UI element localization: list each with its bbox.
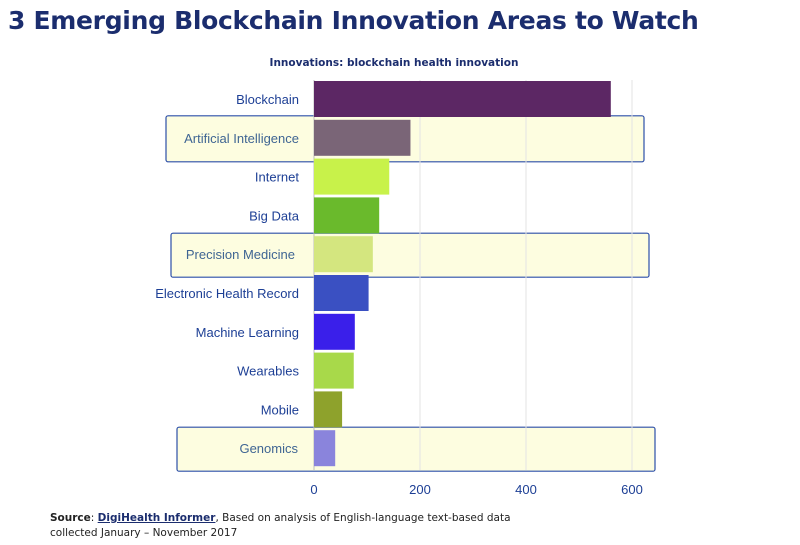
source-link[interactable]: DigiHealth Informer: [97, 512, 216, 524]
x-tick-label: 400: [515, 482, 537, 497]
source-line-1: Source: DigiHealth Informer, Based on an…: [50, 511, 511, 526]
highlight-box-precision-medicine: [170, 232, 650, 278]
category-label: Artificial Intelligence: [184, 131, 299, 146]
highlight-box-genomics: [176, 426, 656, 472]
source-note: Source: DigiHealth Informer, Based on an…: [50, 511, 511, 541]
category-label: Machine Learning: [196, 325, 299, 340]
category-label: Electronic Health Record: [155, 286, 299, 301]
x-axis-ticks: 0 200 400 600: [310, 482, 642, 497]
bar-machine-learning: [314, 313, 355, 350]
category-label: Precision Medicine: [186, 247, 295, 262]
bar-mobile: [314, 391, 343, 428]
category-label: Wearables: [237, 364, 299, 379]
category-label: Genomics: [239, 441, 298, 456]
bar-genomics: [314, 430, 336, 467]
category-label: Blockchain: [236, 92, 299, 107]
bar-precision-medicine: [314, 236, 373, 273]
page-title: 3 Emerging Blockchain Innovation Areas t…: [8, 6, 699, 35]
source-description: , Based on analysis of English-language …: [215, 512, 511, 524]
bar-electronic-health-record: [314, 275, 369, 311]
bar-blockchain: [314, 81, 611, 117]
bar-big-data: [314, 197, 380, 234]
x-tick-label: 200: [409, 482, 431, 497]
source-line-2: collected January – November 2017: [50, 527, 238, 539]
bar-internet: [314, 158, 390, 195]
category-labels: Blockchain Artificial Intelligence Interne…: [155, 92, 300, 456]
bar-artificial-intelligence: [314, 119, 411, 156]
bar-wearables: [314, 352, 354, 389]
category-label: Internet: [255, 170, 299, 185]
x-tick-label: 600: [621, 482, 643, 497]
bars-layer: [314, 81, 611, 467]
bar-chart: Innovations: blockchain health innovatio…: [155, 57, 656, 497]
chart-title: Innovations: blockchain health innovatio…: [270, 57, 519, 69]
source-label: Source: [50, 512, 91, 524]
source-separator: :: [90, 512, 98, 524]
category-label: Big Data: [249, 208, 300, 223]
category-label: Mobile: [261, 402, 299, 417]
x-tick-label: 0: [310, 482, 317, 497]
